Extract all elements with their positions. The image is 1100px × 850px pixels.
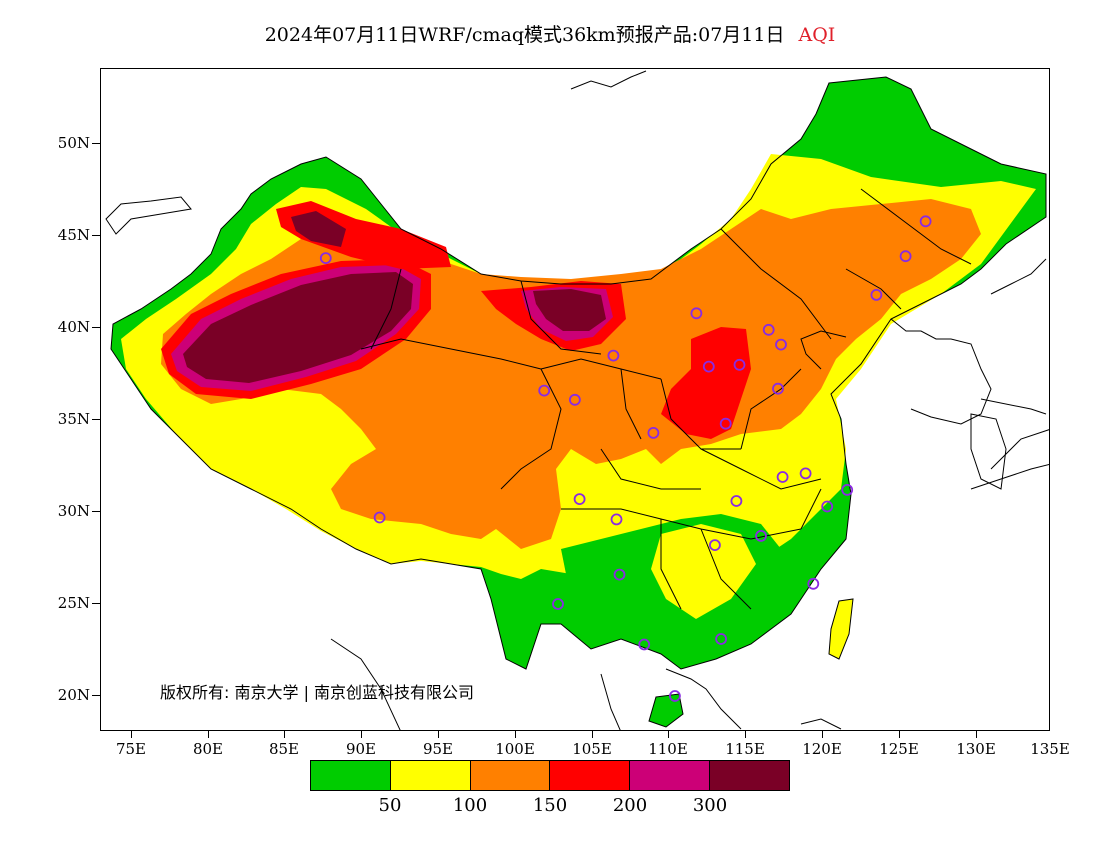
lon-tick bbox=[592, 731, 593, 738]
city-marker bbox=[613, 568, 626, 581]
aqi-map bbox=[105, 70, 1049, 730]
legend-label: 150 bbox=[532, 795, 568, 816]
lat-label: 30N bbox=[57, 502, 90, 520]
city-marker bbox=[807, 577, 820, 590]
aqi-zone-red-ncp bbox=[661, 327, 751, 439]
lon-label: 110E bbox=[648, 740, 688, 758]
lon-tick bbox=[668, 731, 669, 738]
lon-tick bbox=[361, 731, 362, 738]
city-marker bbox=[919, 215, 932, 228]
legend-swatch bbox=[470, 761, 551, 790]
lon-label: 80E bbox=[192, 740, 224, 758]
lat-tick bbox=[92, 511, 100, 512]
city-marker bbox=[799, 467, 812, 480]
lat-label: 50N bbox=[57, 134, 90, 152]
aqi-zone-maroon-central bbox=[533, 289, 606, 331]
lon-tick bbox=[899, 731, 900, 738]
city-marker bbox=[715, 633, 727, 645]
city-marker bbox=[841, 483, 854, 496]
city-marker bbox=[776, 471, 789, 483]
title-main: 2024年07月11日WRF/cmaq模式36km预报产品:07月11日 bbox=[264, 24, 785, 46]
legend-label: 200 bbox=[612, 795, 648, 816]
city-marker bbox=[319, 252, 332, 265]
lon-label: 95E bbox=[422, 740, 454, 758]
city-marker bbox=[647, 426, 660, 439]
city-marker bbox=[755, 529, 767, 542]
lon-tick bbox=[745, 731, 746, 738]
lon-tick bbox=[284, 731, 285, 738]
lon-tick bbox=[208, 731, 209, 738]
city-marker bbox=[762, 323, 775, 336]
coastlines bbox=[105, 70, 1049, 730]
city-marker bbox=[638, 638, 651, 651]
city-marker bbox=[733, 358, 746, 371]
lon-tick bbox=[976, 731, 977, 738]
lat-tick bbox=[92, 327, 100, 328]
lat-label: 40N bbox=[57, 318, 90, 336]
lon-label: 85E bbox=[268, 740, 300, 758]
legend-swatch bbox=[710, 761, 789, 790]
city-marker bbox=[899, 250, 912, 263]
lat-tick bbox=[92, 695, 100, 696]
map-frame bbox=[100, 68, 1050, 731]
aqi-zone-maroon-north bbox=[291, 211, 346, 247]
city-marker bbox=[552, 598, 564, 610]
legend-label: 100 bbox=[452, 795, 488, 816]
city-marker bbox=[373, 511, 386, 524]
lon-tick bbox=[438, 731, 439, 738]
legend-swatch bbox=[550, 761, 631, 790]
title-product: AQI bbox=[798, 24, 836, 46]
lon-tick bbox=[131, 731, 132, 738]
lat-label: 25N bbox=[57, 594, 90, 612]
lon-label: 135E bbox=[1030, 740, 1070, 758]
city-marker bbox=[775, 338, 787, 351]
city-marker bbox=[568, 393, 581, 406]
legend-swatch bbox=[630, 761, 711, 790]
lon-label: 120E bbox=[802, 740, 842, 758]
city-marker bbox=[538, 384, 551, 397]
legend-swatch bbox=[390, 761, 471, 790]
color-legend bbox=[310, 760, 790, 791]
lon-label: 90E bbox=[345, 740, 377, 758]
lat-tick bbox=[92, 143, 100, 144]
legend-label: 300 bbox=[692, 795, 728, 816]
lat-tick bbox=[92, 603, 100, 604]
copyright-text: 版权所有: 南京大学 | 南京创蓝科技有限公司 bbox=[160, 683, 475, 702]
lat-tick bbox=[92, 419, 100, 420]
city-marker bbox=[610, 513, 623, 526]
lon-label: 105E bbox=[572, 740, 612, 758]
city-marker bbox=[607, 349, 620, 362]
lat-label: 45N bbox=[57, 226, 90, 244]
city-marker bbox=[730, 495, 743, 507]
lon-label: 75E bbox=[115, 740, 147, 758]
legend-swatch bbox=[311, 761, 391, 790]
lon-label: 125E bbox=[879, 740, 919, 758]
city-marker bbox=[870, 288, 883, 301]
legend-label: 50 bbox=[378, 795, 402, 816]
lat-label: 20N bbox=[57, 686, 90, 704]
city-marker bbox=[669, 690, 681, 702]
city-marker bbox=[709, 539, 721, 552]
lat-tick bbox=[92, 235, 100, 236]
lon-label: 100E bbox=[495, 740, 535, 758]
aqi-zone-yellow-south bbox=[651, 524, 756, 619]
city-markers bbox=[319, 215, 932, 702]
lat-label: 35N bbox=[57, 410, 90, 428]
taiwan bbox=[828, 598, 854, 660]
aqi-zone-maroon-nw bbox=[183, 272, 413, 383]
lon-tick bbox=[515, 731, 516, 738]
province-boundaries bbox=[110, 76, 1047, 670]
city-marker bbox=[772, 382, 784, 395]
city-marker bbox=[573, 493, 586, 506]
lon-label: 130E bbox=[956, 740, 996, 758]
hainan bbox=[648, 693, 684, 728]
lon-label: 115E bbox=[725, 740, 765, 758]
lon-tick bbox=[822, 731, 823, 738]
city-marker bbox=[702, 360, 715, 373]
city-marker bbox=[821, 500, 834, 513]
city-marker bbox=[690, 307, 703, 320]
map-title: 2024年07月11日WRF/cmaq模式36km预报产品:07月11日 AQI bbox=[0, 20, 1100, 47]
city-marker bbox=[719, 417, 732, 430]
